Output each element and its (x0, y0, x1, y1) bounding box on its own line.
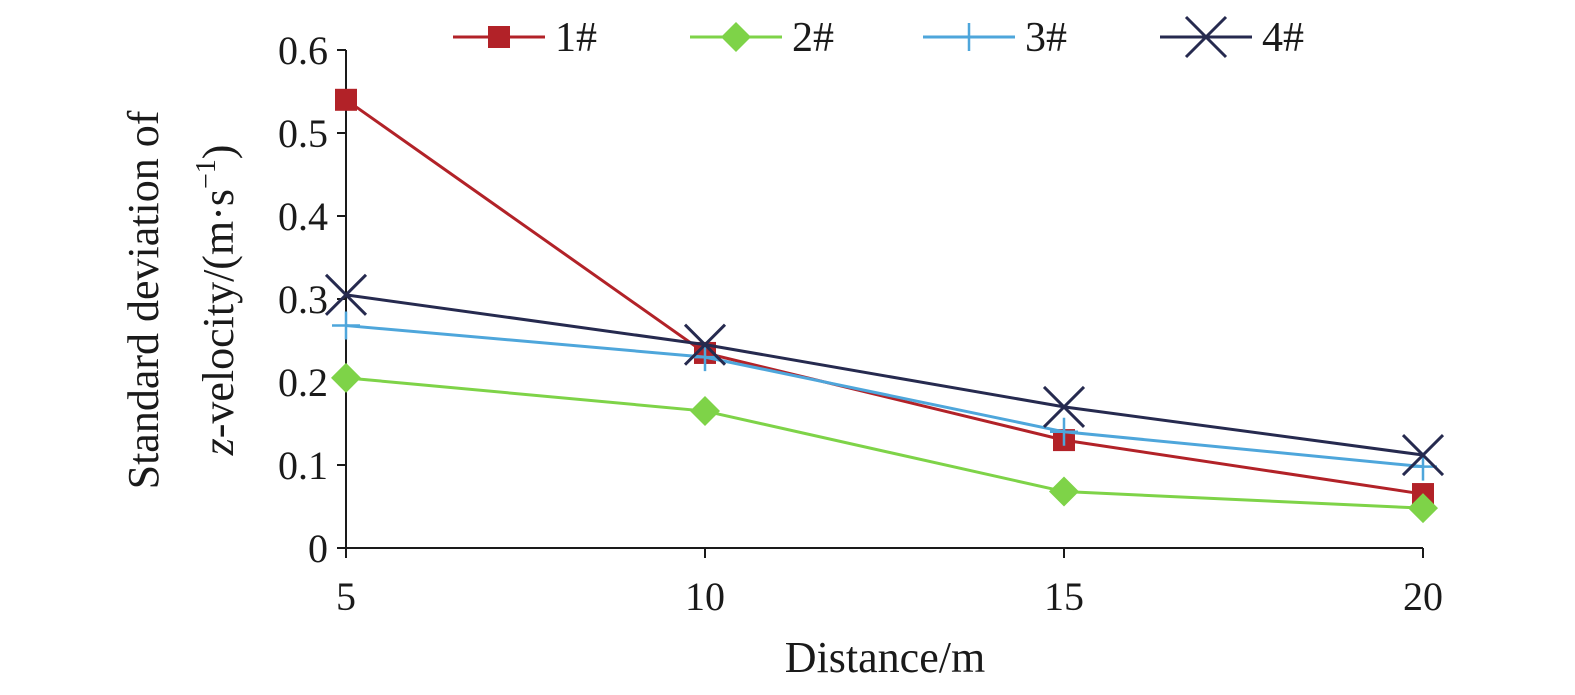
y-tick-label: 0.6 (278, 28, 328, 73)
y-tick-label: 0.2 (278, 360, 328, 405)
x-tick-label: 15 (1044, 574, 1084, 619)
legend-label: 4# (1262, 15, 1304, 61)
legend-label: 1# (555, 15, 597, 61)
x-tick-label: 5 (336, 574, 356, 619)
data-point (691, 343, 719, 372)
legend-marker (1184, 15, 1228, 59)
data-point (1050, 417, 1078, 446)
axes: 0 0.1 0.2 0.3 0.4 0.5 0.6 5 10 15 20 (278, 28, 1443, 619)
legend-item-2: 2# (690, 15, 834, 61)
y-axis-label-line1: Standard deviation of (119, 110, 168, 489)
series-line (345, 98, 1424, 496)
y-tick-label: 0.5 (278, 111, 328, 156)
y-tick-label: 0.3 (278, 277, 328, 322)
y-axis-label-italic: z (194, 438, 243, 456)
data-point (683, 323, 727, 366)
data-point (1409, 452, 1437, 481)
legend-label: 2# (792, 15, 834, 61)
data-point (1401, 433, 1445, 477)
legend-marker (955, 23, 983, 51)
data-point (335, 88, 357, 111)
legend-item-3: 3# (923, 15, 1067, 61)
legend-marker (721, 22, 751, 52)
data-point (1049, 476, 1079, 507)
series-line (345, 324, 1424, 469)
y-tick-label: 0 (308, 526, 328, 571)
series-line (345, 293, 1424, 457)
legend-item-1: 1# (453, 15, 597, 61)
data-point (690, 396, 720, 427)
legend-label: 3# (1025, 15, 1067, 61)
series-line (345, 376, 1424, 510)
series-layer (324, 88, 1445, 524)
data-point (1042, 385, 1086, 428)
legend-marker (488, 26, 510, 48)
x-tick-label: 10 (685, 574, 725, 619)
series-2 (331, 362, 1438, 524)
data-point (331, 362, 361, 393)
data-point (1408, 493, 1438, 524)
series-1 (335, 88, 1434, 506)
y-axis-label-close: ) (194, 145, 243, 160)
legend-item-4: 4# (1160, 15, 1304, 61)
y-tick-label: 0.4 (278, 194, 328, 239)
data-point (324, 273, 368, 316)
series-3 (332, 311, 1437, 481)
y-axis-label-line2: z-velocity/(m·s−1) (191, 145, 243, 457)
y-axis-label: Standard deviation of z-velocity/(m·s−1) (119, 110, 243, 489)
x-tick-label: 20 (1403, 574, 1443, 619)
y-axis-label-unit: -velocity/(m·s (194, 189, 243, 438)
series-4 (324, 273, 1445, 477)
y-axis-label-superscript: −1 (191, 159, 222, 189)
y-tick-label: 0.1 (278, 443, 328, 488)
data-point (332, 311, 360, 340)
legend: 1# 2# 3# 4# (453, 15, 1304, 61)
x-axis-label: Distance/m (785, 633, 985, 682)
